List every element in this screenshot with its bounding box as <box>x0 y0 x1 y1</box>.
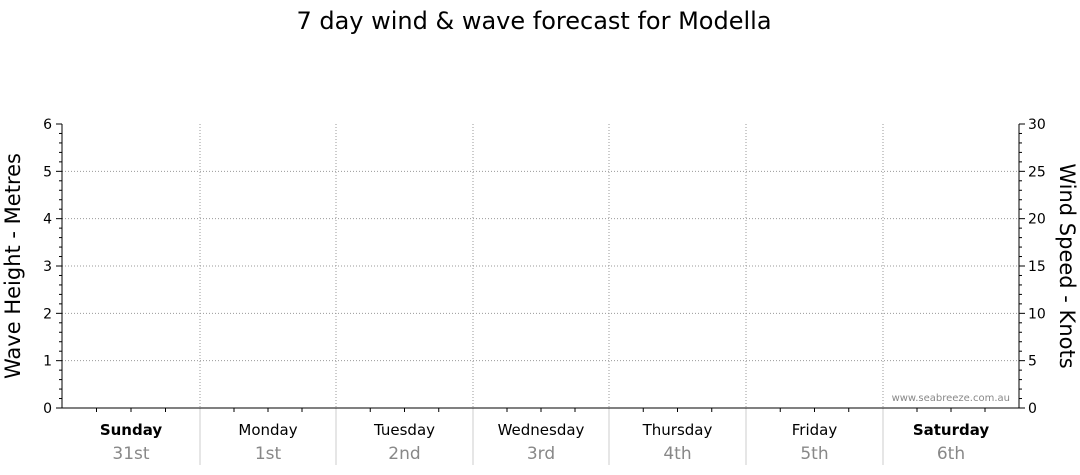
day-name-label: Monday <box>238 421 297 439</box>
day-date-label: 4th <box>663 444 691 464</box>
y-right-tick-label: 30 <box>1028 117 1046 133</box>
day-date-label: 31st <box>112 444 149 464</box>
axes: 0 1 2 3 4 5 6 0 5 10 15 20 25 30 Sunday 31st Monday 1st Tu… <box>43 117 1046 465</box>
y-right-tick-label: 0 <box>1028 401 1037 417</box>
day-name-label: Sunday <box>100 421 163 439</box>
day-date-label: 3rd <box>527 444 555 464</box>
day-date-label: 5th <box>800 444 828 464</box>
chart-title: 7 day wind & wave forecast for Modella <box>296 7 771 35</box>
day-date-label: 6th <box>937 444 965 464</box>
y-right-tick-label: 20 <box>1028 212 1046 228</box>
y-left-tick-label: 0 <box>43 401 52 417</box>
grid <box>62 124 1019 408</box>
y-left-tick-label: 6 <box>43 117 52 133</box>
y-left-tick-label: 2 <box>43 306 52 322</box>
day-name-label: Friday <box>792 421 838 439</box>
day-name-label: Saturday <box>913 421 990 439</box>
day-date-label: 2nd <box>388 444 420 464</box>
y-left-tick-label: 4 <box>43 212 52 228</box>
watermark-text: www.seabreeze.com.au <box>892 393 1010 404</box>
day-name-label: Thursday <box>642 421 713 439</box>
day-name-label: Tuesday <box>373 421 435 439</box>
y-axis-right-label: Wind Speed - Knots <box>1055 163 1079 368</box>
day-name-label: Wednesday <box>498 421 585 439</box>
y-right-tick-label: 10 <box>1028 306 1046 322</box>
y-right-tick-label: 25 <box>1028 164 1046 180</box>
y-left-tick-label: 5 <box>43 164 52 180</box>
y-right-tick-label: 15 <box>1028 259 1046 275</box>
y-axis-left-label: Wave Height - Metres <box>1 153 25 379</box>
y-left-tick-label: 1 <box>43 354 52 370</box>
y-left-tick-label: 3 <box>43 259 52 275</box>
day-date-label: 1st <box>255 444 282 464</box>
y-right-tick-label: 5 <box>1028 354 1037 370</box>
